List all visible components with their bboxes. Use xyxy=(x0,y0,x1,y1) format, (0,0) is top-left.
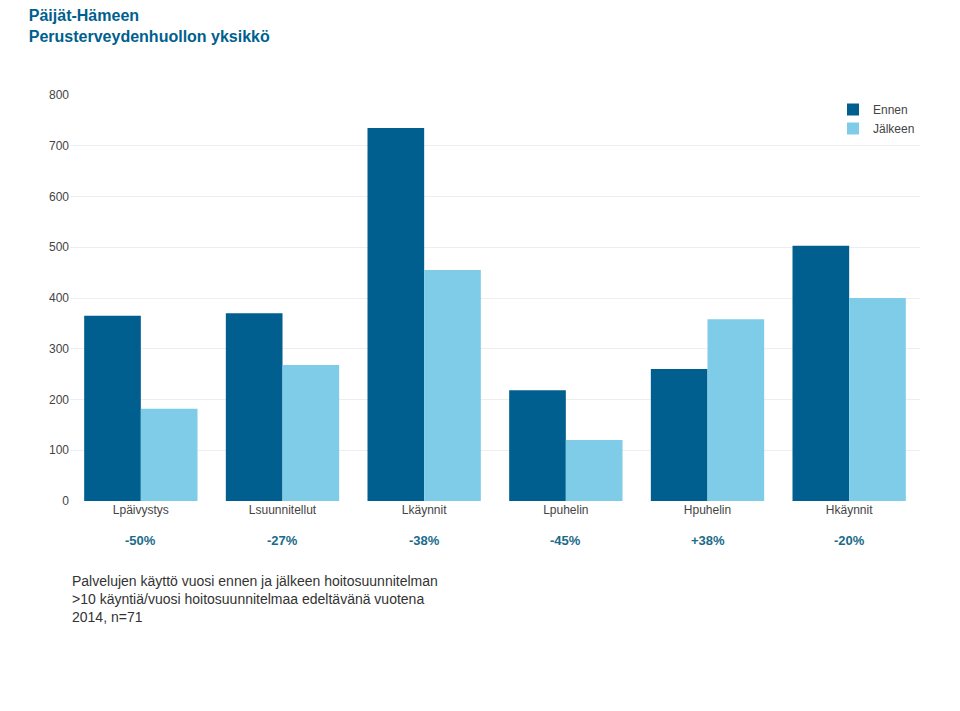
svg-text:Ennen: Ennen xyxy=(873,103,908,117)
svg-text:-20%: -20% xyxy=(834,533,865,548)
svg-text:-50%: -50% xyxy=(125,533,156,548)
svg-text:500: 500 xyxy=(49,240,69,254)
svg-text:Palvelujen käyttö vuosi ennen: Palvelujen käyttö vuosi ennen ja jälkeen… xyxy=(72,573,438,625)
svg-text:Päijät-HämeenPerusterveydenhuo: Päijät-HämeenPerusterveydenhuollon yksik… xyxy=(29,7,270,45)
svg-text:+38%: +38% xyxy=(691,533,725,548)
svg-text:600: 600 xyxy=(49,190,69,204)
svg-text:0: 0 xyxy=(62,494,69,508)
svg-text:100: 100 xyxy=(49,443,69,457)
svg-text:-27%: -27% xyxy=(267,533,298,548)
svg-text:400: 400 xyxy=(49,291,69,305)
svg-text:800: 800 xyxy=(49,88,69,102)
svg-text:200: 200 xyxy=(49,393,69,407)
svg-text:Lkäynnit: Lkäynnit xyxy=(402,503,447,517)
svg-text:Lpuhelin: Lpuhelin xyxy=(543,503,588,517)
svg-text:300: 300 xyxy=(49,342,69,356)
svg-text:Jälkeen: Jälkeen xyxy=(873,122,914,136)
svg-text:-45%: -45% xyxy=(550,533,581,548)
svg-text:Hpuhelin: Hpuhelin xyxy=(684,503,731,517)
svg-text:Lpäivystys: Lpäivystys xyxy=(113,503,169,517)
svg-text:700: 700 xyxy=(49,139,69,153)
svg-text:-38%: -38% xyxy=(409,533,440,548)
svg-text:Hkäynnit: Hkäynnit xyxy=(826,503,873,517)
svg-text:Lsuunnitellut: Lsuunnitellut xyxy=(249,503,317,517)
